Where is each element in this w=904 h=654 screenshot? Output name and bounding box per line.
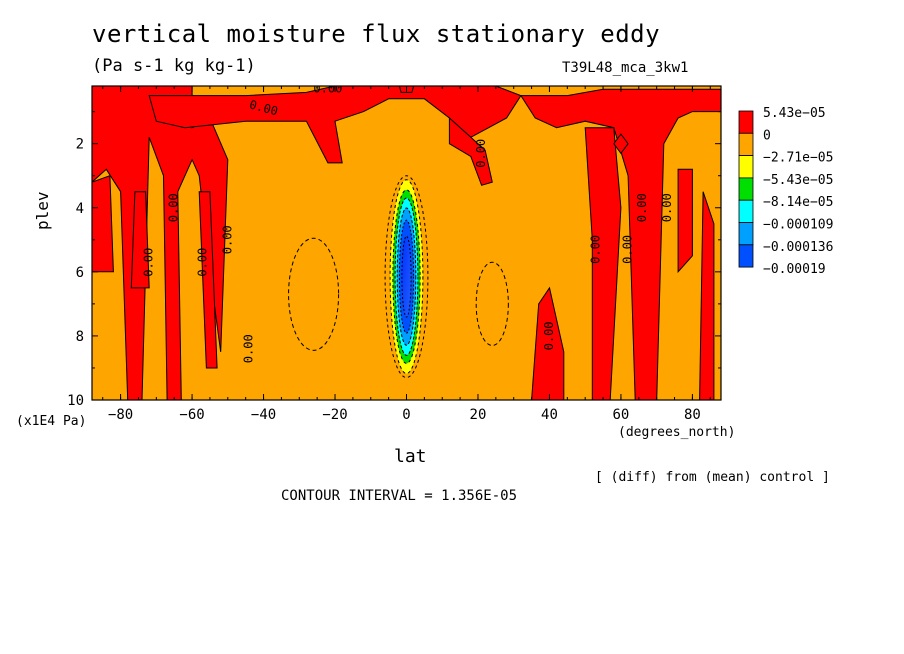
x-tick-label: −20 <box>322 407 347 423</box>
x-tick-label: 60 <box>613 407 630 423</box>
y-tick-label: 6 <box>76 265 84 281</box>
contour-label: 0.00 <box>635 193 649 222</box>
contour-label: 0.00 <box>542 321 556 350</box>
x-tick-label: 80 <box>684 407 701 423</box>
diff-note: [ (diff) from (mean) control ] <box>595 470 830 485</box>
x-tick-label: 0 <box>402 407 410 423</box>
legend-label: −0.00019 <box>763 262 826 277</box>
contour-label: 0.00 <box>588 235 602 264</box>
contour-label: 0.00 <box>195 248 209 277</box>
legend-swatch <box>738 199 754 223</box>
y-tick-label: 4 <box>76 201 84 217</box>
legend-swatch <box>738 222 754 246</box>
x-axis-unit: (degrees_north) <box>618 425 736 440</box>
contour-interval: CONTOUR INTERVAL = 1.356E-05 <box>281 488 518 504</box>
contour-label: 0.00 <box>167 193 181 222</box>
run-label: T39L48_mca_3kw1 <box>562 60 689 76</box>
y-tick-label: 10 <box>67 393 84 409</box>
contour-label: 0.00 <box>242 334 256 363</box>
legend-swatch <box>738 177 754 201</box>
legend-label: −2.71e−05 <box>763 151 833 166</box>
positive-region <box>584 127 622 400</box>
negative-contour <box>288 237 340 351</box>
y-tick-label: 2 <box>76 137 84 153</box>
y-axis-unit: (x1E4 Pa) <box>16 414 87 429</box>
positive-region <box>148 86 522 164</box>
x-tick-label: 40 <box>541 407 558 423</box>
contour-label: 0.00 <box>474 139 488 168</box>
positive-region <box>448 116 493 186</box>
negative-contour <box>475 261 509 347</box>
legend-label: −0.000136 <box>763 240 833 255</box>
positive-region <box>613 133 629 155</box>
positive-region <box>531 286 565 400</box>
legend-swatch <box>738 110 754 134</box>
legend-label: −0.000109 <box>763 218 833 233</box>
negative-contour <box>401 235 412 318</box>
contour-label: 0.00 <box>220 225 234 254</box>
legend-label: −8.14e−05 <box>763 195 833 210</box>
x-axis-label: lat <box>394 446 427 467</box>
legend-swatch <box>738 244 754 268</box>
legend-swatch <box>738 132 754 157</box>
positive-region <box>92 174 114 273</box>
positive-region <box>130 191 150 289</box>
contour-label: 0.00 <box>660 193 674 222</box>
legend-label: 0 <box>763 128 771 143</box>
contour-label: 0.00 <box>313 82 342 96</box>
x-tick-label: −60 <box>179 407 204 423</box>
x-tick-label: −40 <box>251 407 276 423</box>
legend-swatch <box>738 155 754 179</box>
positive-region <box>198 191 218 369</box>
x-tick-label: −80 <box>108 407 133 423</box>
positive-region <box>699 191 715 400</box>
legend-label: −5.43e−05 <box>763 173 833 188</box>
x-tick-label: 20 <box>470 407 487 423</box>
contour-label: 0.00 <box>142 248 156 277</box>
legend-label: 5.43e−05 <box>763 106 826 121</box>
y-tick-label: 8 <box>76 329 84 345</box>
chart-title: vertical moisture flux stationary eddy <box>92 20 661 48</box>
chart-units: (Pa s-1 kg kg-1) <box>92 56 256 76</box>
positive-region <box>677 168 693 274</box>
contour-label: 0.00 <box>621 235 635 264</box>
